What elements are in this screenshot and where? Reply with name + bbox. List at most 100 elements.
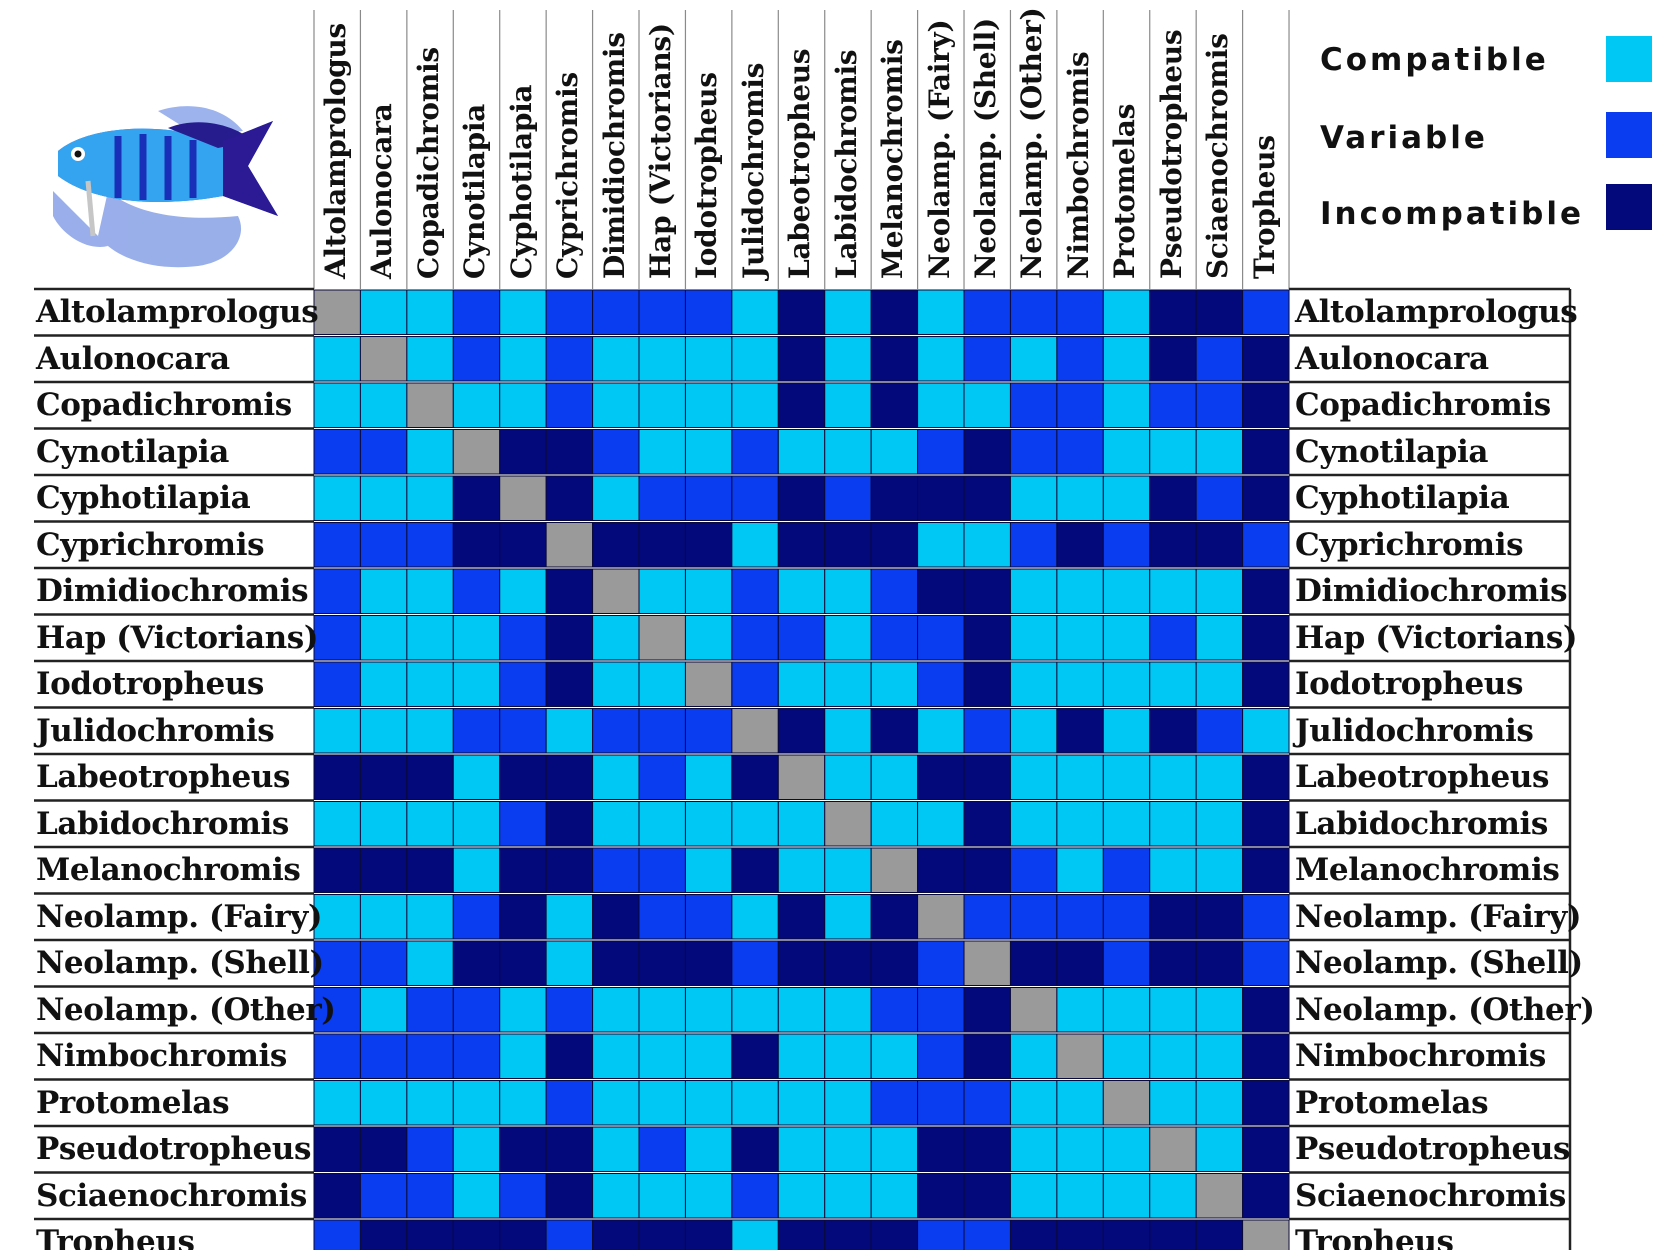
column-label: Melanochromis [876, 39, 910, 279]
matrix-cell [963, 987, 1011, 1033]
matrix-cell [592, 708, 640, 754]
row-label-right: Iodotropheus [1295, 666, 1524, 702]
matrix-cell [592, 1173, 640, 1219]
matrix-cell [824, 289, 872, 335]
matrix-cell [313, 615, 361, 661]
matrix-cell [684, 522, 733, 568]
column-label: Neolamp. (Fairy) [922, 19, 956, 279]
matrix-cell [592, 382, 640, 428]
matrix-cell [963, 801, 1011, 847]
matrix-cell [1009, 847, 1058, 893]
matrix-cell [1102, 1219, 1151, 1250]
matrix-cell [1102, 1173, 1151, 1219]
matrix-cell [1195, 429, 1244, 475]
matrix-cell [1102, 708, 1151, 754]
matrix-cell [777, 1080, 826, 1126]
matrix-cell [731, 708, 779, 754]
matrix-cell [777, 987, 826, 1033]
matrix-cell [870, 429, 919, 475]
matrix-cell [638, 522, 686, 568]
matrix-cell [638, 382, 686, 428]
matrix-cell [638, 1080, 686, 1126]
matrix-cell [870, 1219, 919, 1250]
matrix-cell [1056, 568, 1104, 614]
matrix-cell [452, 336, 501, 382]
matrix-cell [406, 382, 454, 428]
matrix-cell [313, 661, 361, 707]
matrix-cell [592, 1219, 640, 1250]
matrix-cell [777, 708, 826, 754]
matrix-cell [592, 987, 640, 1033]
matrix-cell [592, 522, 640, 568]
matrix-cell [917, 801, 965, 847]
matrix-cell [870, 1126, 919, 1172]
matrix-cell [592, 1080, 640, 1126]
row-label-left: Cyprichromis [36, 526, 265, 563]
matrix-cell [917, 1126, 965, 1172]
matrix-cell [452, 801, 501, 847]
matrix-cell [452, 1080, 501, 1126]
matrix-cell [545, 847, 594, 893]
matrix-cell [963, 1219, 1011, 1250]
matrix-cell [499, 429, 547, 475]
matrix-cell [1149, 429, 1197, 475]
matrix-cell [1056, 336, 1104, 382]
matrix-cell [1102, 336, 1151, 382]
matrix-cell [963, 708, 1011, 754]
matrix-cell [1102, 429, 1151, 475]
matrix-cell [313, 987, 361, 1033]
matrix-cell [313, 336, 361, 382]
column-label: Dimidiochromis [597, 32, 631, 279]
row-label-right: Altolamprologus [1295, 294, 1578, 330]
matrix-cell [1056, 754, 1104, 800]
matrix-cell [870, 336, 919, 382]
matrix-cell [545, 754, 594, 800]
matrix-cell [917, 1033, 965, 1079]
matrix-cell [359, 894, 408, 940]
matrix-cell [1149, 1173, 1197, 1219]
matrix-cell [1195, 847, 1244, 893]
matrix-cell [406, 429, 454, 475]
matrix-cell [545, 801, 594, 847]
matrix-cell [1149, 754, 1197, 800]
matrix-cell [499, 522, 547, 568]
matrix-cell [313, 1126, 361, 1172]
column-label: Aulonocara [365, 103, 399, 279]
matrix-cell [1056, 661, 1104, 707]
matrix-cell [313, 429, 361, 475]
matrix-cell [1242, 522, 1290, 568]
matrix-cell [684, 801, 733, 847]
matrix-cell [638, 940, 686, 986]
matrix-cell [731, 1080, 779, 1126]
row-label-right: Nimbochromis [1295, 1038, 1546, 1074]
row-label-right: Copadichromis [1295, 387, 1551, 423]
matrix-cell [1242, 382, 1290, 428]
matrix-cell [592, 661, 640, 707]
matrix-cell [452, 475, 501, 521]
matrix-cell [592, 801, 640, 847]
matrix-cell [452, 940, 501, 986]
matrix-cell [824, 429, 872, 475]
matrix-cell [406, 847, 454, 893]
matrix-cell [777, 289, 826, 335]
row-label-right: Aulonocara [1295, 340, 1489, 377]
matrix-cell [1195, 568, 1244, 614]
matrix-cell [824, 940, 872, 986]
matrix-cell [1009, 940, 1058, 986]
matrix-cell [1009, 382, 1058, 428]
matrix-cell [777, 894, 826, 940]
matrix-cell [963, 568, 1011, 614]
matrix-cell [1242, 429, 1290, 475]
matrix-cell [499, 382, 547, 428]
matrix-cell [1056, 1033, 1104, 1079]
matrix-cell [499, 568, 547, 614]
matrix-cell [870, 568, 919, 614]
matrix-cell [684, 987, 733, 1033]
matrix-cell [963, 615, 1011, 661]
matrix-cell [684, 1173, 733, 1219]
matrix-cell [1195, 336, 1244, 382]
matrix-cell [1009, 708, 1058, 754]
matrix-cell [638, 847, 686, 893]
row-label-right: Cyprichromis [1295, 526, 1524, 563]
matrix-cell [1102, 894, 1151, 940]
